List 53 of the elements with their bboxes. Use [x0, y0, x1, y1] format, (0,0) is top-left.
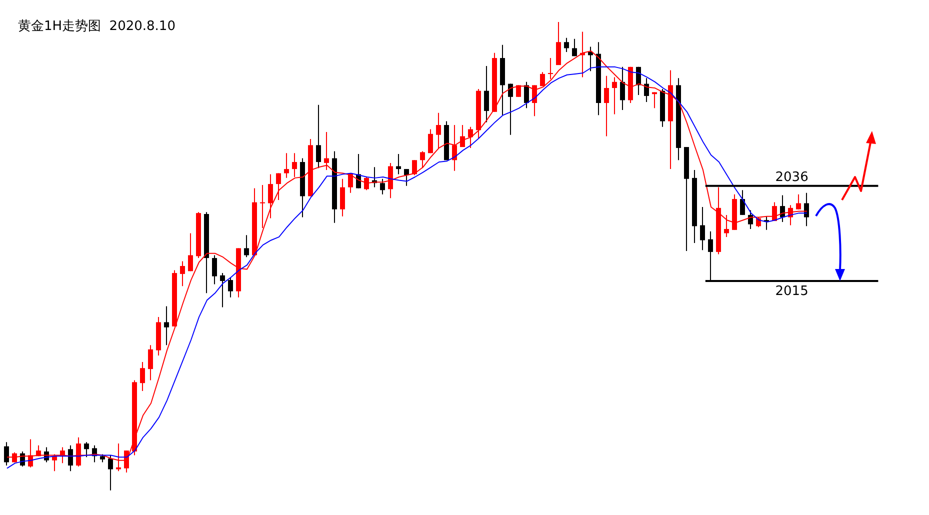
candlestick [404, 168, 409, 186]
candlestick [740, 190, 745, 216]
candlestick [284, 152, 289, 178]
annotation: 2015 [775, 284, 808, 300]
candlestick [84, 442, 89, 458]
candlestick [244, 234, 249, 258]
candlestick [652, 92, 657, 109]
candlestick [276, 172, 281, 200]
candlestick [796, 194, 801, 210]
candlestick [108, 454, 113, 491]
candlestick [612, 76, 617, 115]
candlestick [212, 254, 217, 285]
candlestick [468, 126, 473, 148]
candlestick [260, 184, 265, 229]
candlestick [420, 150, 425, 169]
candlestick [540, 72, 545, 87]
candlestick [644, 78, 649, 103]
candlestick [436, 112, 441, 150]
candlestick [748, 210, 753, 230]
candlestick [548, 58, 553, 80]
candlestick [620, 66, 625, 111]
candlestick [524, 81, 529, 109]
candlestick [188, 232, 193, 272]
candlestick [564, 37, 569, 52]
candlestick [68, 444, 73, 472]
candlestick [164, 306, 169, 346]
chart-title: 黄金1H走势图 2020.8.10 [18, 18, 176, 35]
candlestick [292, 152, 297, 178]
candlestick [388, 162, 393, 199]
candlestick [556, 21, 561, 66]
candlestick [508, 83, 513, 136]
candlestick [4, 442, 9, 466]
annotation: 2036 [775, 170, 808, 185]
candlestick [428, 128, 433, 154]
candlestick [148, 344, 153, 381]
candlestick [180, 260, 185, 287]
candlestick [452, 124, 457, 172]
candlestick [220, 272, 225, 308]
candlestick [228, 276, 233, 298]
candlestick [572, 38, 577, 57]
candlestick [380, 178, 385, 195]
candlestick [268, 174, 273, 219]
candlestick [804, 192, 809, 227]
candlestick [412, 160, 417, 176]
candlestick [724, 214, 729, 238]
candlestick [700, 206, 705, 251]
candlestick [484, 65, 489, 123]
candlestick [340, 178, 345, 217]
candlestick [396, 154, 401, 175]
candlestick [140, 362, 145, 392]
candlestick [604, 75, 609, 137]
candlestick [316, 104, 321, 169]
candlestick [324, 132, 329, 170]
